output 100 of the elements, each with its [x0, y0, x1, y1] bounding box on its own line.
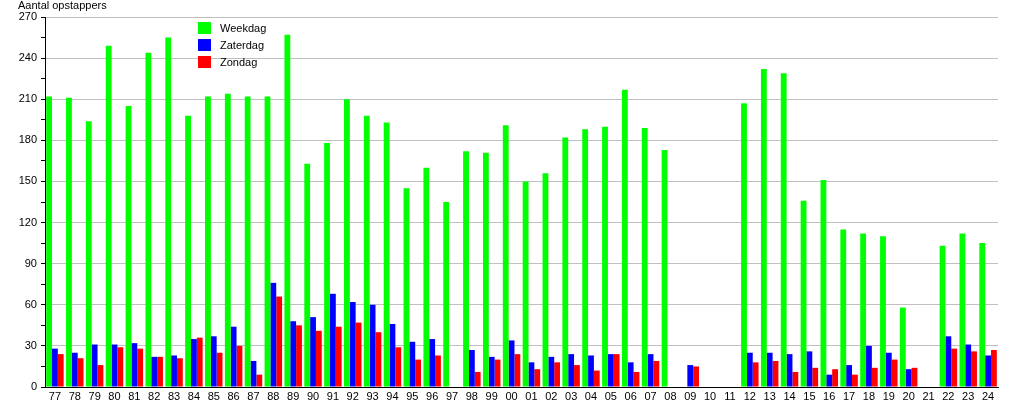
y-tick-label: 30 [24, 338, 37, 351]
y-tick-label: 90 [24, 256, 37, 269]
bar [171, 355, 177, 387]
bar [310, 317, 316, 387]
x-tick-label: 20 [902, 389, 915, 400]
bar [905, 369, 912, 387]
y-tick-label: 270 [18, 10, 37, 23]
bar [766, 352, 773, 387]
bar [979, 243, 986, 387]
bar [548, 356, 555, 387]
y-tick-label: 150 [18, 174, 37, 187]
bar [335, 326, 342, 387]
bar [990, 350, 997, 387]
bar [780, 73, 787, 387]
bar [369, 304, 376, 387]
bar [137, 348, 144, 387]
x-tick-label: 22 [942, 389, 955, 400]
bar [196, 337, 203, 387]
x-tick-label: 83 [167, 389, 181, 400]
bar [522, 181, 529, 387]
x-tick-label: 00 [505, 389, 518, 400]
bar [899, 307, 906, 387]
bar [951, 348, 958, 387]
x-tick-label: 78 [68, 389, 81, 400]
bar [224, 93, 231, 387]
bar [613, 354, 620, 387]
bar [866, 345, 872, 387]
bar [488, 356, 495, 387]
bar [568, 354, 575, 387]
bar [349, 302, 356, 387]
bar [945, 336, 952, 387]
bar [256, 374, 263, 387]
x-tick-label: 14 [783, 389, 796, 400]
bar [621, 89, 628, 387]
bar [165, 37, 172, 387]
x-tick-label: 97 [445, 389, 459, 400]
x-tick-label: 23 [962, 389, 975, 400]
bar [971, 351, 977, 387]
x-tick-label: 09 [684, 389, 697, 400]
bar [562, 137, 569, 387]
bar [760, 69, 767, 387]
bar [593, 370, 600, 387]
bar [71, 352, 78, 387]
x-tick-label: 07 [644, 389, 657, 400]
bar [415, 359, 422, 387]
x-tick-label: 03 [565, 389, 578, 400]
bar [474, 371, 481, 387]
bar [752, 362, 759, 387]
bar [840, 229, 847, 387]
x-tick-label: 85 [207, 389, 220, 400]
legend-label: Zaterdag [220, 38, 265, 51]
bar [344, 99, 350, 387]
bar [290, 321, 297, 387]
bar [687, 365, 694, 387]
legend-label: Weekdag [220, 21, 267, 34]
bar [607, 354, 614, 387]
bar [205, 96, 211, 387]
x-tick-label: 15 [803, 389, 816, 400]
x-tick-label: 21 [922, 389, 935, 400]
bar [176, 358, 183, 387]
y-tick-label: 120 [18, 215, 37, 228]
bar [429, 339, 436, 387]
bar [514, 354, 521, 387]
x-tick-label: 79 [88, 389, 101, 400]
x-tick-label: 16 [823, 389, 836, 400]
bar [482, 152, 489, 387]
x-tick-label: 84 [187, 389, 201, 400]
bar [409, 341, 416, 387]
x-tick-label: 13 [763, 389, 776, 400]
x-tick-label: 90 [306, 389, 320, 400]
x-tick-label: 01 [525, 389, 538, 400]
bar [190, 339, 197, 387]
bar [157, 356, 163, 387]
x-tick-label: 99 [485, 389, 498, 400]
bar [602, 126, 608, 387]
x-tick-label: 94 [386, 389, 399, 400]
x-tick-label: 81 [128, 389, 141, 400]
x-tick-label: 93 [366, 389, 379, 400]
x-tick-label: 19 [882, 389, 895, 400]
bar [693, 366, 699, 387]
x-tick-label: 87 [247, 389, 260, 400]
bar [230, 326, 237, 387]
x-tick-label: 12 [743, 389, 756, 400]
bar [880, 236, 886, 387]
legend-label: Zondag [220, 55, 258, 68]
bar [131, 343, 138, 387]
bar [653, 360, 660, 387]
bar [965, 344, 972, 387]
x-tick-label: 86 [227, 389, 240, 400]
bar [588, 355, 594, 387]
bar [959, 233, 966, 387]
x-tick-label: 92 [346, 389, 359, 400]
bar [574, 365, 580, 387]
bar [812, 367, 819, 387]
bar [860, 233, 867, 387]
bar [502, 125, 509, 387]
y-tick-label: 60 [24, 297, 37, 310]
bar [846, 365, 853, 387]
y-axis-title: Aantal opstappers [18, 0, 108, 12]
bar [324, 143, 330, 387]
